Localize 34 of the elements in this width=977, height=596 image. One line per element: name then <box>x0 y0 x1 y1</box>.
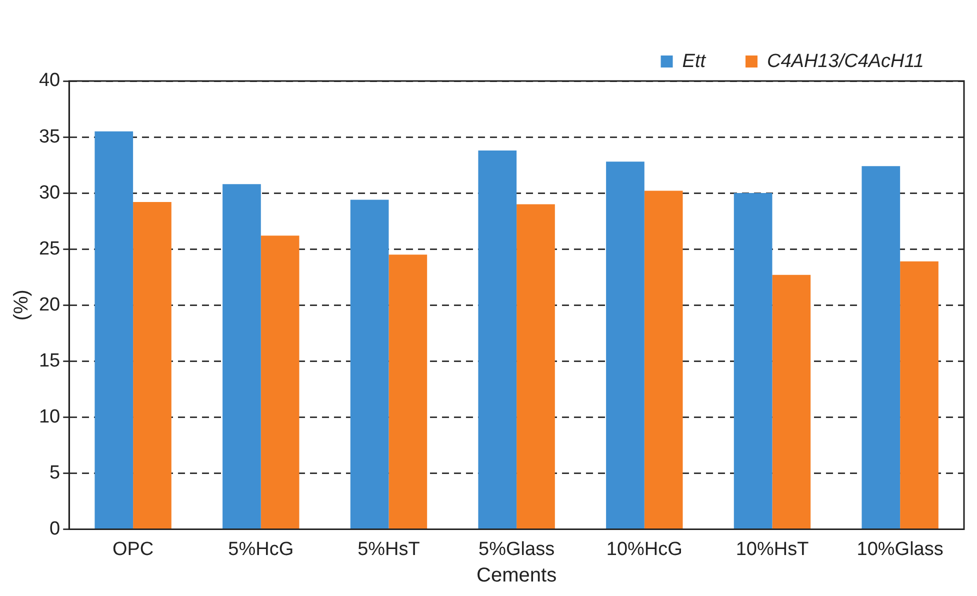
x-tick-label: 10%Glass <box>856 538 944 560</box>
bar <box>388 254 428 528</box>
bar <box>478 150 517 528</box>
bar <box>734 193 772 528</box>
y-tick-label: 20 <box>38 294 60 316</box>
bar <box>900 261 938 528</box>
x-tick-label: 5%HsT <box>358 538 420 560</box>
y-tick-label: 5 <box>50 462 60 484</box>
y-axis-title: (%) <box>10 290 33 321</box>
x-tick-label: 10%HcG <box>606 538 682 560</box>
bar <box>644 190 683 528</box>
y-tick-label: 0 <box>50 518 60 540</box>
bar <box>260 236 300 528</box>
y-tick-label: 15 <box>38 350 60 372</box>
y-tick-label: 30 <box>38 182 60 204</box>
x-tick-label: 5%Glass <box>478 538 555 560</box>
y-tick-label: 10 <box>38 406 60 428</box>
bar <box>222 184 261 528</box>
bar <box>862 166 900 528</box>
x-tick-label: 10%HsT <box>736 538 810 560</box>
legend-label: C4AH13/C4AcH11 <box>767 50 924 72</box>
y-tick-label: 35 <box>38 126 60 148</box>
bar <box>606 162 644 528</box>
y-tick-label: 40 <box>38 70 60 92</box>
bar <box>94 131 134 528</box>
x-axis-title: Cements <box>476 564 557 587</box>
bar <box>133 202 172 528</box>
bar <box>350 200 389 528</box>
x-tick-label: OPC <box>112 538 154 560</box>
legend-label: Ett <box>682 50 706 72</box>
bar <box>516 204 555 528</box>
bar <box>772 274 811 528</box>
x-tick-label: 5%HcG <box>228 538 294 560</box>
y-tick-label: 25 <box>38 238 60 260</box>
